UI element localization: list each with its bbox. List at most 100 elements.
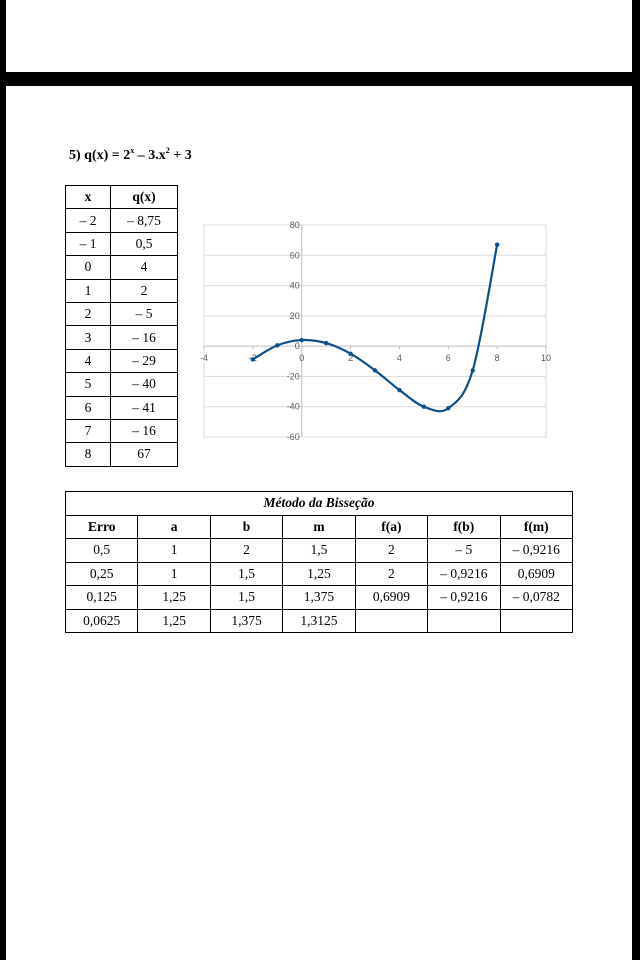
title-exponent-2: 2: [165, 146, 170, 155]
cell-qx: – 8,75: [110, 208, 178, 233]
cell-a: 1: [137, 561, 211, 586]
y-tick-label: -60: [287, 432, 300, 442]
cell-qx: 4: [110, 255, 178, 280]
data-point: [250, 357, 256, 362]
x-tick-label: -4: [200, 353, 208, 363]
cell-erro: 0,0625: [64, 608, 139, 633]
title-suffix: + 3: [169, 148, 192, 163]
header-m: m: [282, 514, 356, 539]
table-row: 0,125 1,25 1,5 1,375 0,6909 – 0,9216 – 0…: [64, 585, 574, 610]
cell-qx: – 40: [110, 372, 178, 397]
header-a: a: [137, 514, 211, 539]
cell-x: 3: [65, 325, 111, 350]
data-point: [494, 242, 500, 247]
table-row: 8 67: [65, 442, 178, 467]
cell-qx: – 16: [110, 325, 178, 350]
bisection-table: Método da Bisseção Erro a b m f(a) f(b) …: [64, 491, 574, 633]
cell-qx: – 5: [110, 301, 178, 327]
x-tick-label: 6: [446, 353, 451, 363]
cell-fm: – 0,0782: [499, 585, 574, 610]
cell-b: 1,5: [209, 585, 284, 610]
cell-fa: 2: [354, 538, 429, 563]
table-row: 6– 41: [65, 395, 178, 420]
table-row: 2– 5: [65, 301, 178, 327]
cell-qx: 67: [110, 442, 178, 467]
cell-fm: 0,6909: [499, 561, 574, 586]
chart-grid: [203, 224, 547, 438]
page-top-margin: [6, 0, 632, 72]
cell-erro: 0,125: [64, 585, 139, 610]
data-point: [323, 340, 329, 346]
x-tick-label: 0: [299, 353, 304, 363]
cell-fm: – 0,9216: [499, 538, 574, 563]
title-exponent-x: x: [130, 146, 135, 155]
title-middle: – 3.x: [134, 148, 166, 163]
cell-m: 1,375: [282, 585, 356, 610]
cell-x: – 2: [65, 208, 111, 233]
table-row: 5– 40: [65, 372, 178, 397]
data-point: [372, 368, 378, 373]
table-row: 0,25 1 1,5 1,25 2 – 0,9216 0,6909: [64, 561, 574, 586]
cell-x: 5: [65, 372, 111, 397]
cell-fa: [354, 608, 429, 633]
data-point: [348, 351, 353, 356]
cell-m: 1,5: [282, 538, 356, 563]
y-tick-label: -40: [287, 402, 300, 412]
table-row: 4– 29: [65, 348, 178, 374]
cell-b: 2: [209, 538, 284, 563]
cell-b: 1,375: [209, 608, 284, 633]
cell-x: 4: [65, 348, 111, 374]
x-tick-label: 8: [495, 353, 500, 363]
cell-fa: 0,6909: [354, 585, 429, 610]
bisection-caption: Método da Bisseção: [65, 491, 573, 516]
cell-m: 1,3125: [282, 608, 356, 633]
chart-series: [250, 242, 500, 413]
table-row: 3– 16: [65, 325, 178, 350]
data-point: [275, 343, 280, 348]
x-tick-label: 4: [397, 353, 402, 363]
cell-x: 6: [65, 395, 111, 420]
cell-x: 0: [65, 255, 111, 280]
y-tick-label: 20: [290, 311, 300, 321]
cell-x: 7: [65, 418, 111, 444]
header-fa: f(a): [354, 514, 429, 539]
chart-axes: [203, 225, 547, 437]
y-tick-label: 60: [290, 250, 300, 260]
cell-fb: – 0,9216: [427, 585, 501, 610]
bisection-caption-row: Método da Bisseção: [65, 491, 573, 516]
y-tick-label: -20: [287, 371, 300, 381]
data-point: [299, 337, 304, 343]
data-point: [470, 368, 475, 373]
header-b: b: [209, 514, 284, 539]
cell-qx: – 29: [110, 348, 178, 374]
cell-fa: 2: [354, 561, 429, 586]
problem-title: 5) q(x) = 2x – 3.x2 + 3: [69, 146, 192, 164]
value-table-header-row: x q(x): [65, 184, 178, 210]
cell-x: 2: [65, 301, 111, 327]
header-erro: Erro: [64, 514, 139, 539]
cell-x: 1: [65, 278, 111, 303]
x-tick-label: 10: [541, 353, 551, 363]
cell-erro: 0,5: [64, 538, 139, 563]
cell-qx: – 16: [110, 418, 178, 444]
cell-qx: 0,5: [110, 231, 178, 257]
header-x: x: [65, 184, 111, 210]
cell-x: – 1: [65, 231, 111, 257]
header-qx: q(x): [110, 184, 178, 210]
cell-a: 1,25: [137, 585, 211, 610]
cell-qx: – 41: [110, 395, 178, 420]
cell-m: 1,25: [282, 561, 356, 586]
data-point: [446, 406, 451, 411]
cell-a: 1,25: [137, 608, 211, 633]
y-tick-label: 80: [290, 220, 300, 230]
y-tick-label: 40: [290, 281, 300, 291]
cell-x: 8: [65, 442, 111, 467]
x-tick-label: 2: [348, 353, 353, 363]
cell-erro: 0,25: [64, 561, 139, 586]
header-fb: f(b): [427, 514, 501, 539]
cell-fb: – 5: [427, 538, 501, 563]
